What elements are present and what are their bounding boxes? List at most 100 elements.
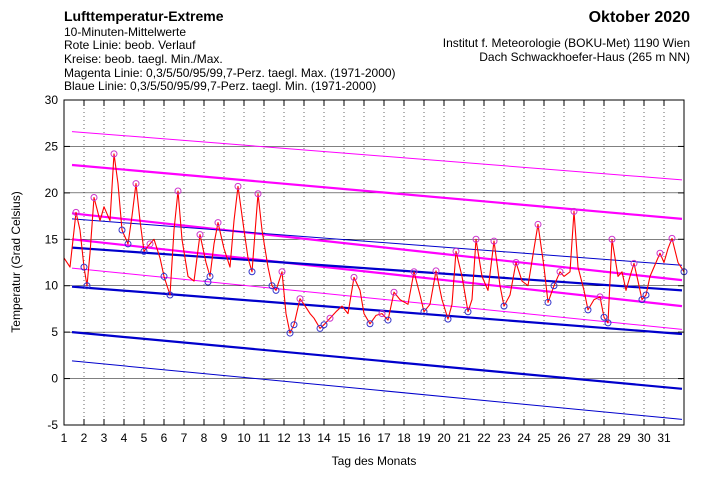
grid xyxy=(64,100,684,425)
x-tick-label: 3 xyxy=(101,431,108,445)
daily-extreme-circles xyxy=(72,150,688,337)
daily-min-circle xyxy=(464,308,472,316)
x-tick-label: 23 xyxy=(497,431,511,445)
x-tick-label: 25 xyxy=(537,431,551,445)
x-tick-label: 7 xyxy=(181,431,188,445)
min-percentile-line xyxy=(71,360,683,420)
daily-max-circle xyxy=(630,259,638,267)
daily-max-circle xyxy=(378,310,386,318)
observed-line xyxy=(63,153,685,334)
daily-max-circle xyxy=(472,235,480,243)
daily-max-circle xyxy=(146,240,154,248)
x-tick-label: 31 xyxy=(657,431,671,445)
min-percentile-line xyxy=(71,331,683,390)
min-percentile-line xyxy=(71,246,683,292)
daily-min-circle xyxy=(286,329,294,337)
daily-min-circle xyxy=(124,240,132,248)
max-percentile-line xyxy=(71,163,683,220)
x-tick-label: 4 xyxy=(121,431,128,445)
daily-min-circle xyxy=(290,321,298,329)
daily-min-circle xyxy=(83,282,91,290)
x-tick-label: 5 xyxy=(141,431,148,445)
daily-min-circle xyxy=(118,226,126,234)
max-percentile-line xyxy=(71,267,683,330)
daily-max-circle xyxy=(490,237,498,245)
daily-min-circle xyxy=(80,263,88,271)
x-tick-label: 28 xyxy=(597,431,611,445)
x-tick-label: 30 xyxy=(637,431,651,445)
x-tick-label: 20 xyxy=(437,431,451,445)
daily-max-circle xyxy=(132,180,140,188)
y-tick-label: 20 xyxy=(45,186,59,200)
daily-max-circle xyxy=(278,268,286,276)
y-tick-label: 10 xyxy=(45,279,59,293)
min-percentile-line xyxy=(71,285,683,336)
daily-max-circle xyxy=(350,273,358,281)
max-percentile-line xyxy=(71,238,683,308)
daily-max-circle xyxy=(254,190,262,198)
daily-max-circle xyxy=(656,249,664,257)
min-percentile-line xyxy=(71,218,683,266)
daily-max-circle xyxy=(110,150,118,158)
percentile-lines xyxy=(71,131,683,420)
daily-min-circle xyxy=(604,319,612,327)
daily-min-circle xyxy=(160,272,168,280)
x-tick-label: 26 xyxy=(557,431,571,445)
y-tick-label: 0 xyxy=(51,372,58,386)
chart-title: Lufttemperatur-Extreme xyxy=(64,8,224,24)
daily-min-circle xyxy=(584,306,592,314)
observed-series xyxy=(63,153,685,334)
x-tick-label: 6 xyxy=(161,431,168,445)
daily-min-circle xyxy=(248,268,256,276)
x-tick-label: 2 xyxy=(81,431,88,445)
x-tick-label: 12 xyxy=(277,431,291,445)
max-percentile-line xyxy=(71,131,683,181)
legend-blue: Blaue Linie: 0,3/5/50/95/99,7-Perz. taeg… xyxy=(64,79,377,93)
y-tick-label: 25 xyxy=(45,139,59,153)
institute-label: Institut f. Meteorologie (BOKU-Met) 1190… xyxy=(442,36,690,50)
x-tick-label: 19 xyxy=(417,431,431,445)
plot-frame xyxy=(63,99,685,426)
legend-observed: Rote Linie: beob. Verlauf xyxy=(64,38,196,52)
daily-max-circle xyxy=(174,187,182,195)
daily-max-circle xyxy=(570,207,578,215)
daily-max-circle xyxy=(556,268,564,276)
daily-max-circle xyxy=(410,268,418,276)
daily-max-circle xyxy=(668,234,676,242)
daily-min-circle xyxy=(600,313,608,321)
x-tick-label: 21 xyxy=(457,431,471,445)
daily-min-circle xyxy=(384,316,392,324)
daily-max-circle xyxy=(390,288,398,296)
daily-min-circle xyxy=(444,315,452,323)
month-label: Oktober 2020 xyxy=(588,9,690,26)
x-tick-label: 29 xyxy=(617,431,631,445)
x-axis-label: Tag des Monats xyxy=(332,454,417,468)
daily-max-circle xyxy=(608,235,616,243)
daily-min-circle xyxy=(272,286,280,294)
x-tick-label: 17 xyxy=(377,431,391,445)
subtitle-line: 10-Minuten-Mittelwerte xyxy=(64,25,187,39)
daily-min-circle xyxy=(268,282,276,290)
daily-min-circle xyxy=(166,291,174,299)
x-tick-label: 27 xyxy=(577,431,591,445)
daily-max-circle xyxy=(214,219,222,227)
x-tick-label: 16 xyxy=(357,431,371,445)
y-tick-label: -5 xyxy=(47,418,58,432)
daily-min-circle xyxy=(642,291,650,299)
x-tick-label: 15 xyxy=(337,431,351,445)
daily-min-circle xyxy=(638,296,646,304)
x-tick-label: 24 xyxy=(517,431,531,445)
x-tick-label: 13 xyxy=(297,431,311,445)
daily-max-circle xyxy=(90,194,98,201)
daily-min-circle xyxy=(366,320,374,328)
daily-min-circle xyxy=(320,321,328,329)
daily-max-circle xyxy=(512,259,520,266)
y-axis-label: Temperatur (Grad Celsius) xyxy=(9,191,23,332)
x-tick-label: 22 xyxy=(477,431,491,445)
daily-min-circle xyxy=(316,324,324,332)
daily-min-circle xyxy=(544,298,552,306)
y-tick-label: 15 xyxy=(45,232,59,246)
daily-min-circle xyxy=(500,302,508,310)
